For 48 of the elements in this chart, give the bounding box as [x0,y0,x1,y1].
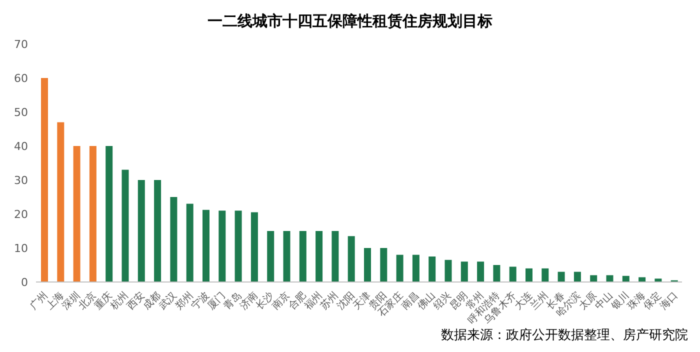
bar [477,262,484,282]
bar [89,146,96,282]
bar [202,210,210,282]
bar [606,275,614,282]
bar [138,180,145,282]
bar [526,268,532,282]
bar [428,256,436,282]
y-tick-label: 20 [14,208,28,221]
chart-title: 一二线城市十四五保障性租赁住房规划目标 [206,12,494,31]
y-tick-label: 60 [14,72,28,85]
bar [122,170,129,282]
bar [460,262,468,282]
bar [218,210,226,282]
bar [186,204,194,282]
bar [348,236,355,282]
y-tick-label: 0 [21,276,28,289]
y-tick-label: 40 [14,140,28,153]
bar [590,275,598,282]
source-note: 数据来源：政府公开数据整理、房产研究院 [441,327,688,344]
bar [638,277,646,282]
bar [154,180,162,282]
bar [73,146,80,282]
bar [57,122,64,282]
bar [299,231,306,282]
bar [250,212,258,282]
bar [493,265,500,282]
bar [364,248,371,282]
bar [444,260,452,282]
bar [170,197,178,282]
bar [558,272,565,282]
bar [234,210,242,282]
bar [396,254,404,282]
bar [509,266,516,282]
bar [542,268,549,282]
bar [380,248,388,282]
y-tick-label: 70 [14,38,28,51]
bar [316,231,323,282]
bar [332,231,339,282]
bar [267,231,274,282]
bar [106,146,113,282]
bar [41,78,48,282]
bar [412,254,420,282]
y-tick-label: 10 [14,242,28,255]
y-tick-label: 30 [14,174,28,187]
bar [574,272,581,282]
y-tick-label: 50 [14,106,28,119]
bar [283,231,290,282]
bar [622,276,630,282]
